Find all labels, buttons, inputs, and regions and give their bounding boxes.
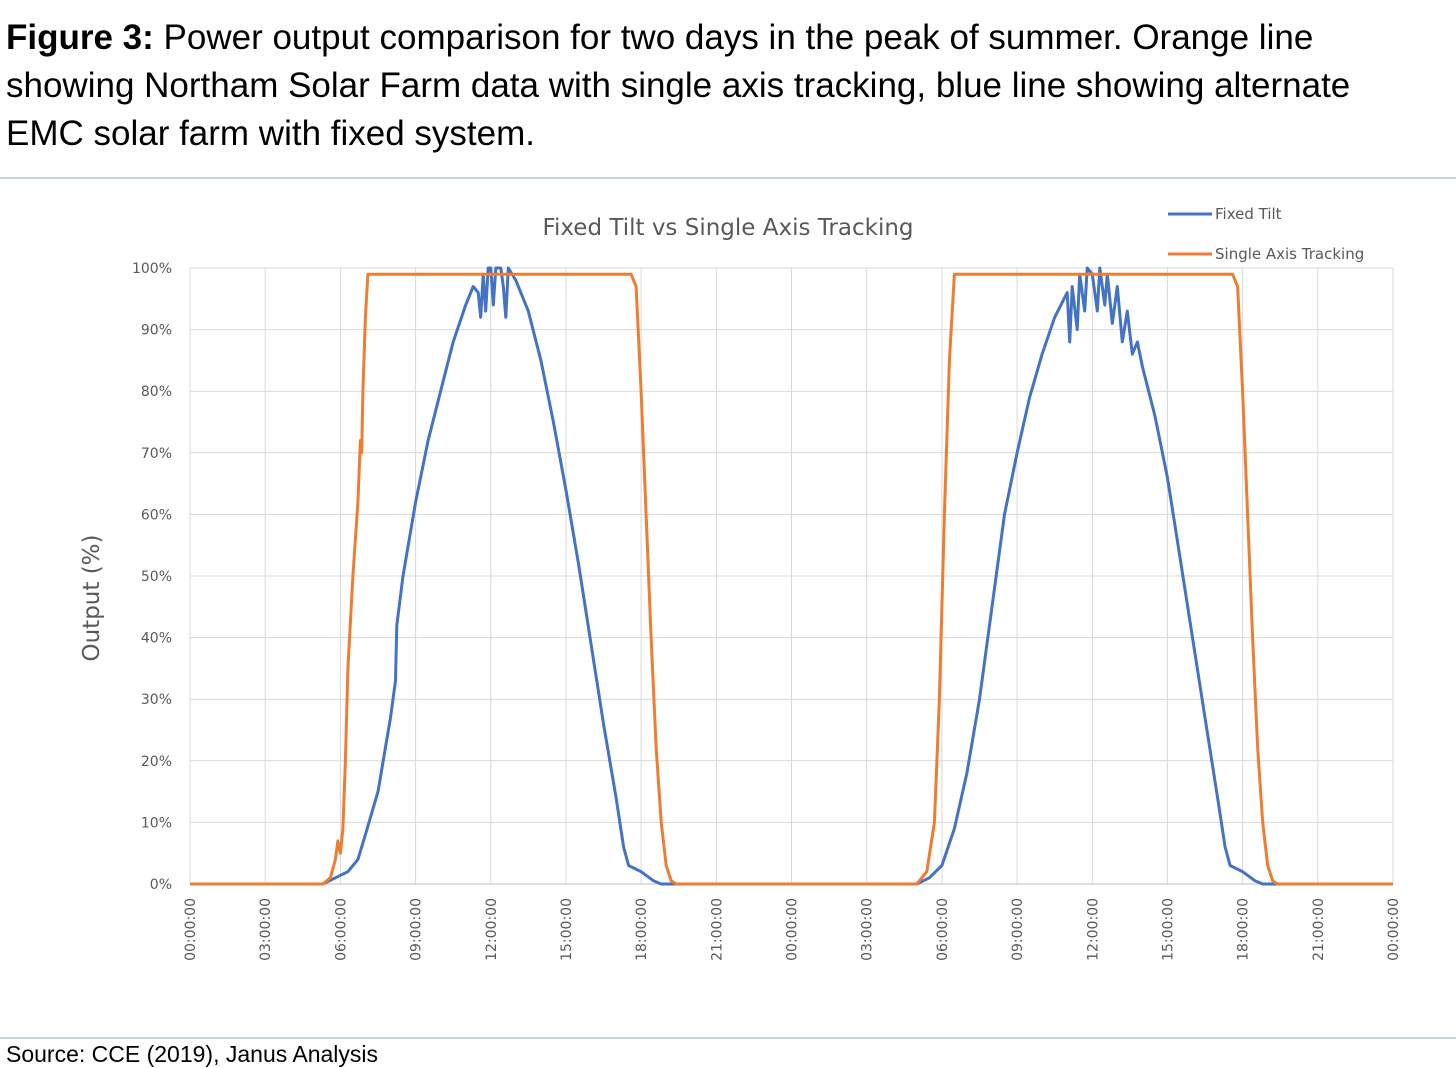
- figure-caption-text: Power output comparison for two days in …: [6, 18, 1351, 153]
- source-note: Source: CCE (2019), Janus Analysis: [6, 1041, 379, 1067]
- series: [190, 266, 1393, 886]
- x-tick-label: 00:00:00: [183, 898, 199, 961]
- x-tick-label: 03:00:00: [258, 898, 274, 961]
- x-tick-label: 18:00:00: [634, 898, 650, 961]
- x-tick-label: 18:00:00: [1236, 898, 1252, 961]
- figure-caption: Figure 3: Power output comparison for tw…: [6, 14, 1436, 158]
- x-tick-label: 21:00:00: [1311, 898, 1327, 961]
- bottom-divider: [0, 1037, 1456, 1039]
- y-tick-label: 40%: [141, 631, 172, 647]
- y-tick-label: 60%: [141, 507, 172, 523]
- x-tick-label: 12:00:00: [1085, 898, 1101, 961]
- chart-title: Fixed Tilt vs Single Axis Tracking: [542, 215, 913, 241]
- y-tick-label: 10%: [141, 815, 172, 831]
- x-tick-label: 09:00:00: [409, 898, 425, 961]
- y-tick-label: 20%: [141, 754, 172, 770]
- legend-label: Fixed Tilt: [1215, 205, 1282, 223]
- legend-label: Single Axis Tracking: [1215, 245, 1364, 263]
- y-axis-ticks: 0% 10% 20% 30% 40% 50% 60% 70% 80% 90% 100%: [132, 261, 172, 893]
- y-tick-label: 100%: [132, 261, 172, 277]
- y-tick-label: 30%: [141, 692, 172, 708]
- line-chart: Fixed Tilt vs Single Axis Tracking 0% 10%…: [79, 205, 1402, 961]
- y-axis-label: Output (%): [79, 534, 105, 661]
- top-divider: [0, 177, 1456, 179]
- x-tick-label: 12:00:00: [484, 898, 500, 961]
- x-tick-label: 15:00:00: [559, 898, 575, 961]
- x-tick-label: 00:00:00: [1386, 898, 1402, 961]
- legend: Fixed Tilt Single Axis Tracking: [1168, 205, 1364, 263]
- y-tick-label: 50%: [141, 569, 172, 585]
- x-tick-label: 06:00:00: [333, 898, 349, 961]
- series-line-single-axis-tracking: [190, 272, 1393, 886]
- x-tick-label: 03:00:00: [860, 898, 876, 961]
- x-tick-label: 09:00:00: [1010, 898, 1026, 961]
- x-tick-label: 15:00:00: [1160, 898, 1176, 961]
- x-axis-ticks: 00:00:00 03:00:00 06:00:00 09:00:00 12:00:00…: [183, 898, 1402, 961]
- y-tick-label: 80%: [141, 384, 172, 400]
- grid: [189, 267, 1394, 885]
- x-tick-label: 06:00:00: [935, 898, 951, 961]
- x-tick-label: 21:00:00: [709, 898, 725, 961]
- y-tick-label: 90%: [141, 323, 172, 339]
- y-tick-label: 0%: [150, 877, 172, 893]
- figure-label: Figure 3:: [6, 18, 154, 57]
- y-tick-label: 70%: [141, 446, 172, 462]
- x-tick-label: 00:00:00: [785, 898, 801, 961]
